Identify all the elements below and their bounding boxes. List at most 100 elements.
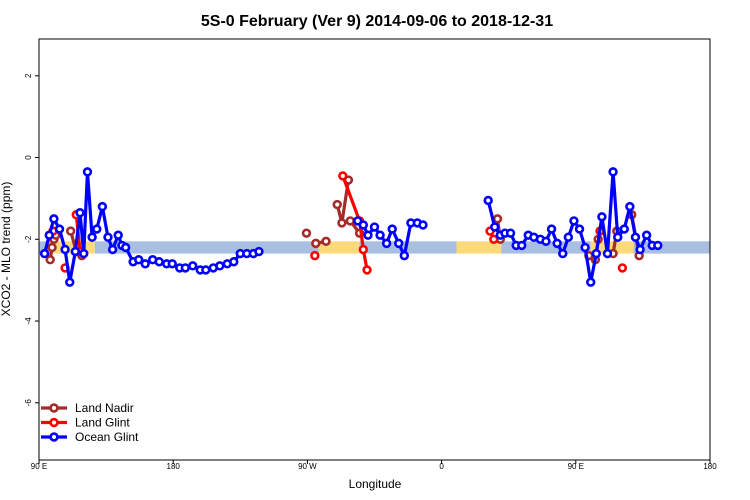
data-point: [552, 238, 562, 249]
data-point: [363, 230, 373, 240]
data-point: [613, 232, 623, 242]
data-point: [113, 230, 123, 240]
legend-label: Ocean Glint: [75, 430, 139, 444]
data-point: [107, 244, 118, 255]
data-point: [362, 265, 372, 275]
legend-label: Land Nadir: [75, 401, 134, 415]
band-segment: [633, 241, 710, 254]
data-point: [381, 238, 392, 249]
data-point: [574, 224, 585, 234]
data-point: [103, 232, 113, 242]
x-tick-label: 90 E: [31, 462, 47, 471]
data-point: [358, 220, 369, 230]
data-point: [311, 238, 321, 249]
data-point: [338, 171, 348, 181]
data-point: [617, 263, 628, 273]
data-point: [201, 265, 211, 275]
data-point: [625, 201, 635, 212]
data-point: [586, 277, 596, 287]
data-point: [641, 230, 652, 240]
data-point: [254, 246, 264, 257]
data-point: [167, 259, 177, 269]
data-point: [597, 212, 607, 222]
data-point: [92, 224, 102, 234]
data-point: [394, 238, 404, 249]
x-tick-label: 0: [439, 462, 444, 471]
plot-frame: [38, 38, 711, 461]
data-point: [65, 277, 75, 287]
data-point: [563, 232, 574, 242]
data-point: [517, 240, 527, 251]
y-tick-label: -2: [24, 235, 33, 243]
data-point: [580, 242, 590, 253]
data-point: [399, 250, 410, 261]
data-point: [60, 244, 70, 255]
y-axis: 2 0 -2 -4 -6: [24, 73, 39, 406]
plot-area: [39, 167, 710, 287]
data-point: [558, 248, 568, 259]
legend-item: Land Glint: [41, 416, 130, 430]
data-point: [418, 220, 428, 230]
data-point: [154, 257, 164, 267]
data-point: [630, 232, 641, 242]
data-point: [188, 261, 198, 271]
data-point: [492, 214, 503, 224]
data-point: [358, 244, 369, 255]
data-point: [619, 224, 629, 234]
data-point: [70, 246, 81, 257]
data-point: [301, 228, 312, 238]
legend-swatch-marker: [49, 417, 59, 428]
y-tick-label: 0: [24, 155, 33, 160]
data-point: [87, 232, 97, 242]
data-point: [47, 242, 57, 253]
data-point: [134, 255, 144, 265]
x-axis: 90 E 180 90 W 0 90 E 180: [31, 460, 717, 471]
y-axis-label: XCO2 - MLO trend (ppm): [0, 182, 13, 317]
x-tick-label: 180: [167, 462, 181, 471]
data-point: [483, 195, 493, 206]
y-tick-label: -4: [24, 317, 33, 325]
data-point: [321, 236, 331, 247]
data-point: [45, 255, 55, 265]
data-point: [332, 199, 342, 210]
data-point: [387, 224, 397, 234]
data-point: [369, 222, 380, 232]
legend-item: Ocean Glint: [41, 430, 139, 444]
legend-swatch-marker: [49, 432, 59, 442]
data-point: [505, 228, 516, 238]
data-point: [653, 240, 663, 251]
data-point: [54, 224, 65, 234]
data-point: [140, 259, 150, 269]
data-point: [591, 248, 602, 259]
data-point: [310, 250, 320, 261]
data-point: [569, 216, 579, 226]
data-point: [345, 216, 355, 226]
data-point: [75, 208, 85, 218]
y-tick-label: 2: [24, 73, 33, 78]
x-tick-label: 90 E: [568, 462, 584, 471]
data-point: [602, 248, 613, 259]
data-point: [546, 224, 557, 234]
data-point: [608, 167, 618, 177]
data-point: [635, 244, 645, 255]
data-point: [79, 248, 89, 259]
legend-item: Land Nadir: [41, 401, 134, 415]
data-point: [65, 226, 76, 236]
data-point: [490, 222, 500, 232]
data-point: [229, 257, 239, 267]
data-point: [489, 234, 499, 244]
series-line: [486, 170, 658, 284]
data-point: [97, 201, 108, 212]
data-point: [180, 263, 191, 273]
data-point: [337, 218, 347, 228]
data-point: [215, 261, 225, 271]
x-tick-label: 90 W: [298, 462, 317, 471]
data-point: [82, 167, 93, 177]
data-point: [39, 248, 50, 259]
band-segment: [590, 241, 634, 254]
series-line: [341, 175, 369, 271]
x-axis-label: Longitude: [349, 477, 402, 491]
legend-label: Land Glint: [75, 416, 130, 430]
